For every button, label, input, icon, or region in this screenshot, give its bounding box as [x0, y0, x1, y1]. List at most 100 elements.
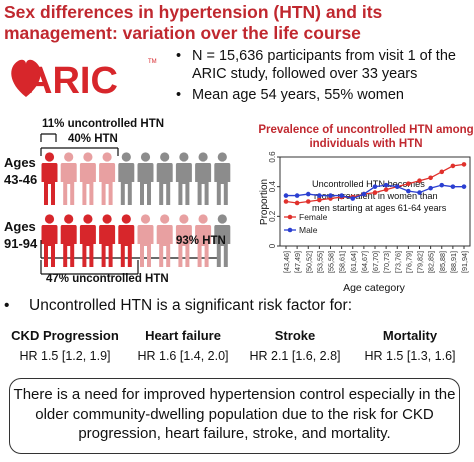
x-tick-label: [91,94]: [460, 251, 469, 273]
conclusion-box: There is a need for improved hypertensio…: [9, 378, 460, 454]
data-point-male: [406, 188, 411, 194]
data-point-male: [350, 196, 356, 201]
pictogram-row-91-94: [41, 214, 231, 267]
x-tick-label: [79,82]: [416, 251, 425, 273]
x-tick-label: [64,67]: [360, 251, 369, 273]
pictogram: 11% uncontrolled HTN 40% HTN Ages 43-46 …: [0, 114, 260, 294]
outcome-stroke: Stroke HR 2.1 [1.6, 2.8]: [236, 328, 354, 364]
outcome-name: Heart failure: [145, 328, 221, 343]
risk-text: Uncontrolled HTN is a significant risk f…: [29, 297, 353, 314]
y-tick-label: 0.2: [268, 210, 277, 222]
data-point-male: [439, 182, 445, 188]
person-icon: [214, 214, 231, 267]
data-point-male: [417, 190, 422, 195]
data-point-male: [394, 184, 400, 189]
person-icon: [137, 152, 154, 205]
top-uncontrolled-label: 11% uncontrolled HTN: [42, 118, 165, 130]
prevalence-line-chart: Proportion Age category Uncontrolled HTN…: [259, 151, 471, 294]
person-icon: [79, 214, 96, 267]
person-icon: [137, 214, 154, 267]
data-point-male: [283, 193, 289, 198]
x-tick-label: [85,88]: [438, 251, 447, 273]
data-point-female: [450, 163, 456, 169]
data-point-male: [317, 193, 322, 198]
person-icon: [60, 152, 77, 205]
person-icon: [156, 152, 173, 205]
x-tick-label: [82,85]: [427, 251, 436, 273]
data-point-male: [328, 193, 333, 198]
x-tick-label: [53,55]: [315, 251, 324, 273]
outcome-heart-failure: Heart failure HR 1.6 [1.4, 2.0]: [124, 328, 242, 364]
data-point-female: [461, 162, 467, 167]
data-point-male: [428, 185, 433, 191]
x-tick-label: [47,49]: [293, 251, 302, 273]
data-point-female: [383, 187, 389, 192]
person-icon: [214, 152, 231, 205]
legend-marker: [287, 227, 293, 233]
logo-trademark: TM: [148, 59, 157, 65]
x-tick-label: [73,76]: [393, 251, 402, 273]
x-tick-label: [55,58]: [327, 251, 336, 273]
person-icon: [99, 152, 116, 205]
person-icon: [195, 214, 212, 267]
y-axis-label: Proportion: [259, 179, 270, 225]
legend-label: Female: [299, 212, 328, 222]
logo-text: ARIC: [25, 60, 118, 99]
person-icon: [156, 214, 173, 267]
data-point-female: [317, 197, 322, 203]
person-icon: [118, 152, 135, 205]
data-point-male: [305, 191, 311, 197]
top-htn-label: 40% HTN: [68, 133, 118, 145]
bullet-item: • Mean age 54 years, 55% women: [176, 86, 472, 104]
person-icon: [175, 152, 192, 205]
person-icon: [79, 152, 96, 205]
y-tick-label: 0.6: [268, 151, 277, 163]
bullet-dot: •: [4, 297, 10, 314]
data-point-female: [283, 199, 289, 204]
x-tick-label: [58,61]: [338, 251, 347, 273]
x-axis-label: Age category: [343, 282, 406, 294]
person-icon: [99, 214, 116, 267]
row-label: Ages 91-94: [4, 219, 38, 251]
data-point-female: [372, 190, 378, 195]
uncontrolled-bracket-bottom: [40, 260, 139, 275]
data-point-female: [406, 181, 411, 186]
figure-title: Sex differences in hypertension (HTN) an…: [4, 2, 383, 43]
legend-label: Male: [299, 225, 318, 235]
bullet-dot: •: [176, 48, 182, 64]
outcome-hr: HR 2.1 [1.6, 2.8]: [249, 349, 341, 363]
outcome-ckd: CKD Progression HR 1.5 [1.2, 1.9]: [6, 328, 124, 364]
x-tick-label: [76,79]: [404, 251, 413, 273]
data-point-female: [439, 169, 445, 175]
bullet-text: Mean age 54 years, 55% women: [192, 87, 404, 103]
y-tick-label: 0.4: [268, 181, 277, 193]
outcome-name: Stroke: [274, 328, 316, 343]
row-label: Ages 43-46: [4, 155, 38, 187]
chart-title: Prevalence of uncontrolled HTN among ind…: [258, 124, 474, 150]
data-point-female: [417, 178, 422, 184]
uncontrolled-bracket: [40, 133, 57, 142]
person-icon: [60, 214, 77, 267]
data-point-male: [383, 182, 389, 188]
x-tick-label: [50,52]: [304, 251, 313, 273]
x-tick-label: [67,70]: [371, 251, 380, 273]
legend-marker: [287, 214, 293, 220]
outcome-hr: HR 1.5 [1.3, 1.6]: [364, 349, 456, 363]
data-point-male: [450, 184, 456, 189]
person-icon: [175, 214, 192, 267]
outcome-mortality: Mortality HR 1.5 [1.3, 1.6]: [351, 328, 469, 364]
data-point-female: [294, 200, 300, 206]
outcome-hr: HR 1.6 [1.4, 2.0]: [137, 349, 229, 363]
heart-icon: [11, 59, 41, 97]
person-icon: [41, 152, 58, 205]
x-tick-label: [43,46]: [282, 251, 291, 273]
person-icon: [195, 152, 212, 205]
x-tick-label: [88,91]: [449, 251, 458, 273]
y-tick-label: 0: [268, 243, 277, 248]
bottom-uncontrolled-label: 47% uncontrolled HTN: [46, 273, 169, 285]
data-point-male: [372, 184, 378, 189]
data-point-male: [294, 193, 300, 198]
person-icon: [41, 214, 58, 267]
bottom-htn-label: 93% HTN: [176, 235, 226, 247]
bullet-dot: •: [176, 87, 182, 103]
